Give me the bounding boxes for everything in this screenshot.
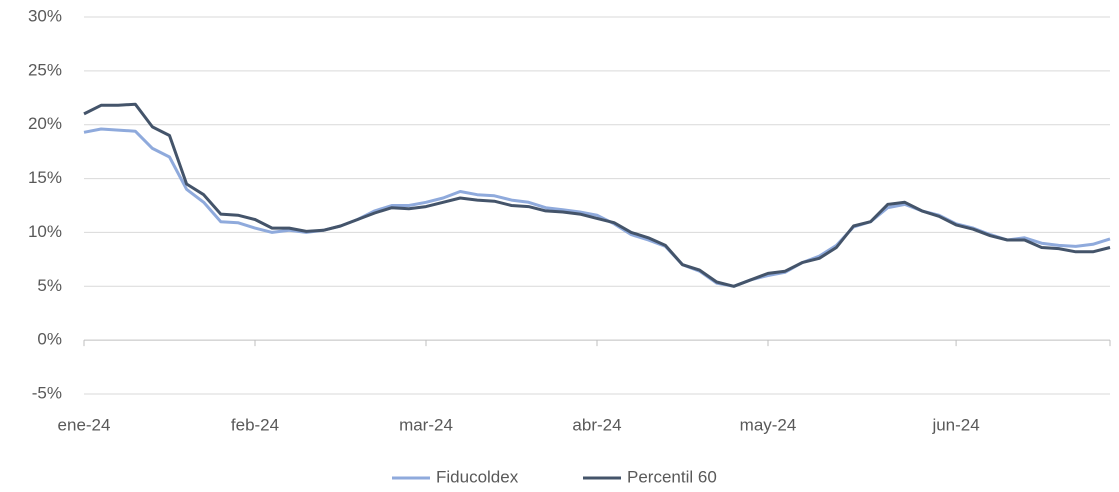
legend-label: Percentil 60 — [627, 467, 717, 486]
y-tick-label: 10% — [28, 222, 62, 241]
y-tick-label: 20% — [28, 114, 62, 133]
x-tick-label: jun-24 — [931, 415, 979, 434]
y-tick-label: 25% — [28, 60, 62, 79]
x-tick-label: mar-24 — [399, 415, 453, 434]
x-tick-label: abr-24 — [572, 415, 621, 434]
y-tick-label: 15% — [28, 168, 62, 187]
line-series — [83, 127, 1111, 288]
y-tick-label: 0% — [37, 330, 62, 349]
y-tick-label: -5% — [32, 383, 62, 402]
line-series — [83, 102, 1111, 288]
x-tick-label: may-24 — [740, 415, 797, 434]
x-tick-label: ene-24 — [58, 415, 111, 434]
x-tick-label: feb-24 — [231, 415, 279, 434]
legend-label: Fiducoldex — [436, 467, 519, 486]
y-tick-label: 5% — [37, 276, 62, 295]
y-tick-label: 30% — [28, 6, 62, 25]
